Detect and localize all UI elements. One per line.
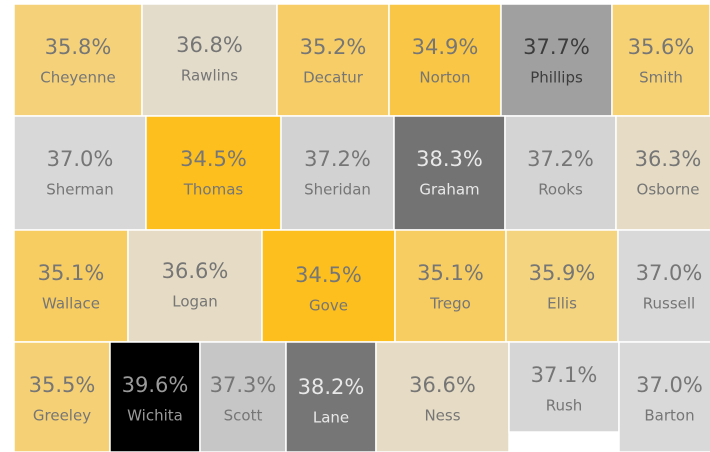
- county-name: Rooks: [538, 181, 583, 199]
- county-name: Sherman: [46, 181, 113, 199]
- county: [199, 341, 287, 452]
- county-name: Norton: [419, 69, 470, 87]
- county-name: Ness: [424, 407, 460, 425]
- county: [505, 229, 619, 343]
- county: [504, 115, 617, 231]
- county-value: 37.2%: [304, 147, 371, 171]
- county-value: 34.9%: [412, 35, 479, 59]
- county-value: 36.3%: [635, 147, 702, 171]
- county-name: Cheyenne: [40, 69, 116, 87]
- county-value: 37.2%: [527, 147, 594, 171]
- county-name: Barton: [644, 407, 694, 425]
- county-value: 37.0%: [47, 147, 114, 171]
- county: [500, 3, 613, 117]
- county: [276, 3, 390, 117]
- county: [109, 341, 201, 452]
- county: [611, 3, 710, 117]
- county: [13, 3, 143, 117]
- county-name: Gove: [309, 297, 348, 315]
- county: [141, 3, 278, 117]
- county: [394, 229, 507, 343]
- county: [617, 229, 710, 343]
- county-name: Scott: [224, 407, 263, 425]
- county-name: Lane: [313, 409, 349, 427]
- county-name: Trego: [429, 295, 471, 313]
- county-name: Wichita: [127, 407, 183, 425]
- county-name: Sheridan: [304, 181, 371, 199]
- county: [145, 115, 282, 231]
- county: [127, 229, 263, 343]
- county: [13, 229, 129, 343]
- county: [285, 341, 377, 452]
- county-value: 35.1%: [417, 261, 484, 285]
- county-name: Wallace: [42, 295, 100, 313]
- county-name: Graham: [419, 181, 479, 199]
- county-value: 35.5%: [29, 373, 96, 397]
- county-value: 35.8%: [45, 35, 112, 59]
- county: [393, 115, 506, 231]
- county-name: Decatur: [303, 69, 364, 87]
- county-value: 36.8%: [176, 33, 243, 57]
- county: [13, 341, 111, 452]
- county-value: 39.6%: [122, 373, 189, 397]
- county: [261, 229, 396, 343]
- county-value: 38.3%: [416, 147, 483, 171]
- county-value: 34.5%: [295, 263, 362, 287]
- county-name: Thomas: [183, 181, 244, 199]
- county-value: 35.2%: [300, 35, 367, 59]
- county: [618, 341, 710, 452]
- county-name: Rawlins: [181, 67, 238, 85]
- county-value: 36.6%: [409, 373, 476, 397]
- county: [13, 115, 147, 231]
- county-name: Russell: [643, 295, 695, 313]
- county: [375, 341, 510, 452]
- county-value: 37.1%: [531, 363, 598, 387]
- county-value: 37.0%: [636, 261, 703, 285]
- county-value: 34.5%: [180, 147, 247, 171]
- county-name: Ellis: [547, 295, 577, 313]
- county: [615, 115, 710, 231]
- county: [508, 341, 620, 433]
- county-value: 35.6%: [628, 35, 695, 59]
- county-value: 37.3%: [210, 373, 277, 397]
- county-value: 35.9%: [529, 261, 596, 285]
- county-name: Rush: [546, 397, 583, 415]
- county-value: 35.1%: [38, 261, 105, 285]
- county-value: 37.0%: [636, 373, 703, 397]
- county: [388, 3, 502, 117]
- county-name: Logan: [172, 293, 218, 311]
- county-value: 38.2%: [298, 375, 365, 399]
- county-value: 37.7%: [523, 35, 590, 59]
- county-name: Osborne: [637, 181, 700, 199]
- county-name: Smith: [639, 69, 683, 87]
- county: [280, 115, 395, 231]
- county-value: 36.6%: [162, 259, 229, 283]
- county-name: Greeley: [33, 407, 91, 425]
- county-name: Phillips: [530, 69, 583, 87]
